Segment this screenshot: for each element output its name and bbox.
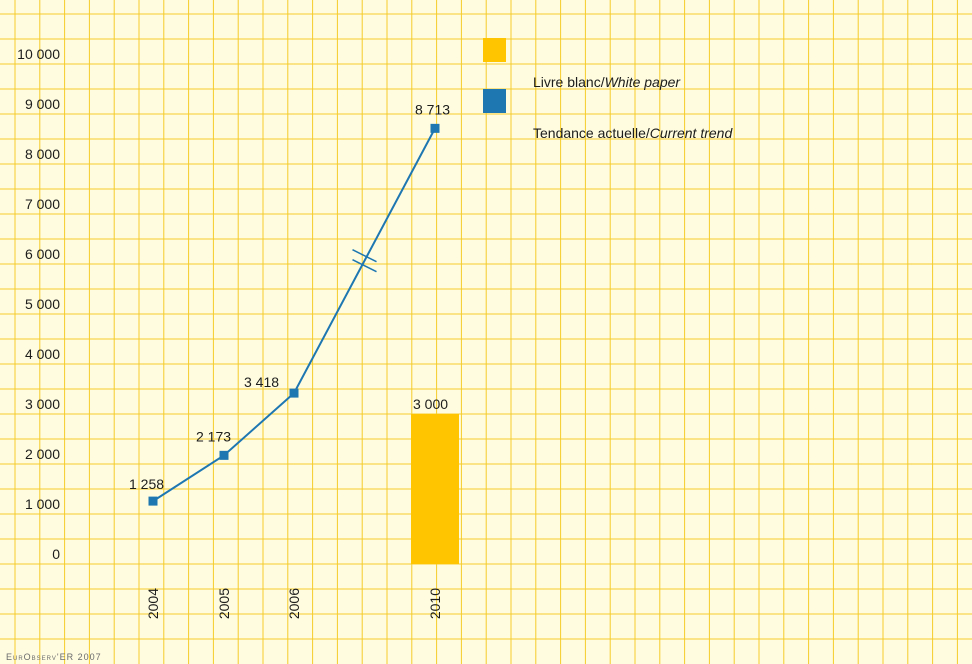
data-label-white-paper-2010: 3 000 [413,396,448,412]
x-axis-category-labels: 2004 2005 2006 2010 [145,588,443,619]
y-axis-tick-labels: 0 1 000 2 000 3 000 4 000 5 000 6 000 7 000 8 00… [17,46,60,562]
y-tick-label: 2 000 [25,446,60,462]
series-line-current-trend [152,127,436,502]
data-labels: 3 000 1 258 2 173 3 418 8 713 [129,101,450,492]
source-credit: EurObserv'ER 2007 [6,652,102,662]
data-label-current-trend-2004: 1 258 [129,476,164,492]
point-current-trend-2005 [219,450,229,460]
y-tick-label: 10 000 [17,46,60,62]
legend-label-white-paper: Livre blanc/White paper [533,74,681,90]
y-tick-label: 5 000 [25,296,60,312]
bar-white-paper-2010 [411,414,459,564]
axis-break-mark [352,259,377,273]
data-label-current-trend-2006: 3 418 [244,374,279,390]
legend: Livre blanc/White paper Tendance actuell… [483,38,733,141]
line-layer [148,123,440,506]
x-category-label: 2005 [216,588,232,619]
x-category-label: 2010 [427,588,443,619]
y-tick-label: 6 000 [25,246,60,262]
legend-swatch-white-paper [483,38,506,62]
y-tick-label: 3 000 [25,396,60,412]
bar-layer [411,414,459,564]
x-category-label: 2004 [145,588,161,619]
y-tick-label: 7 000 [25,196,60,212]
axis-break-mark [352,249,377,263]
y-tick-label: 9 000 [25,96,60,112]
point-current-trend-2006 [289,388,299,398]
y-tick-label: 4 000 [25,346,60,362]
x-category-label: 2006 [286,588,302,619]
point-current-trend-2004 [148,496,158,506]
data-label-current-trend-2010: 8 713 [415,101,450,117]
legend-swatch-current-trend [483,89,506,113]
y-tick-label: 8 000 [25,146,60,162]
legend-label-current-trend: Tendance actuelle/Current trend [533,125,733,141]
point-current-trend-2010 [430,123,440,133]
y-tick-label: 1 000 [25,496,60,512]
data-label-current-trend-2005: 2 173 [196,428,231,444]
y-tick-label: 0 [52,546,60,562]
